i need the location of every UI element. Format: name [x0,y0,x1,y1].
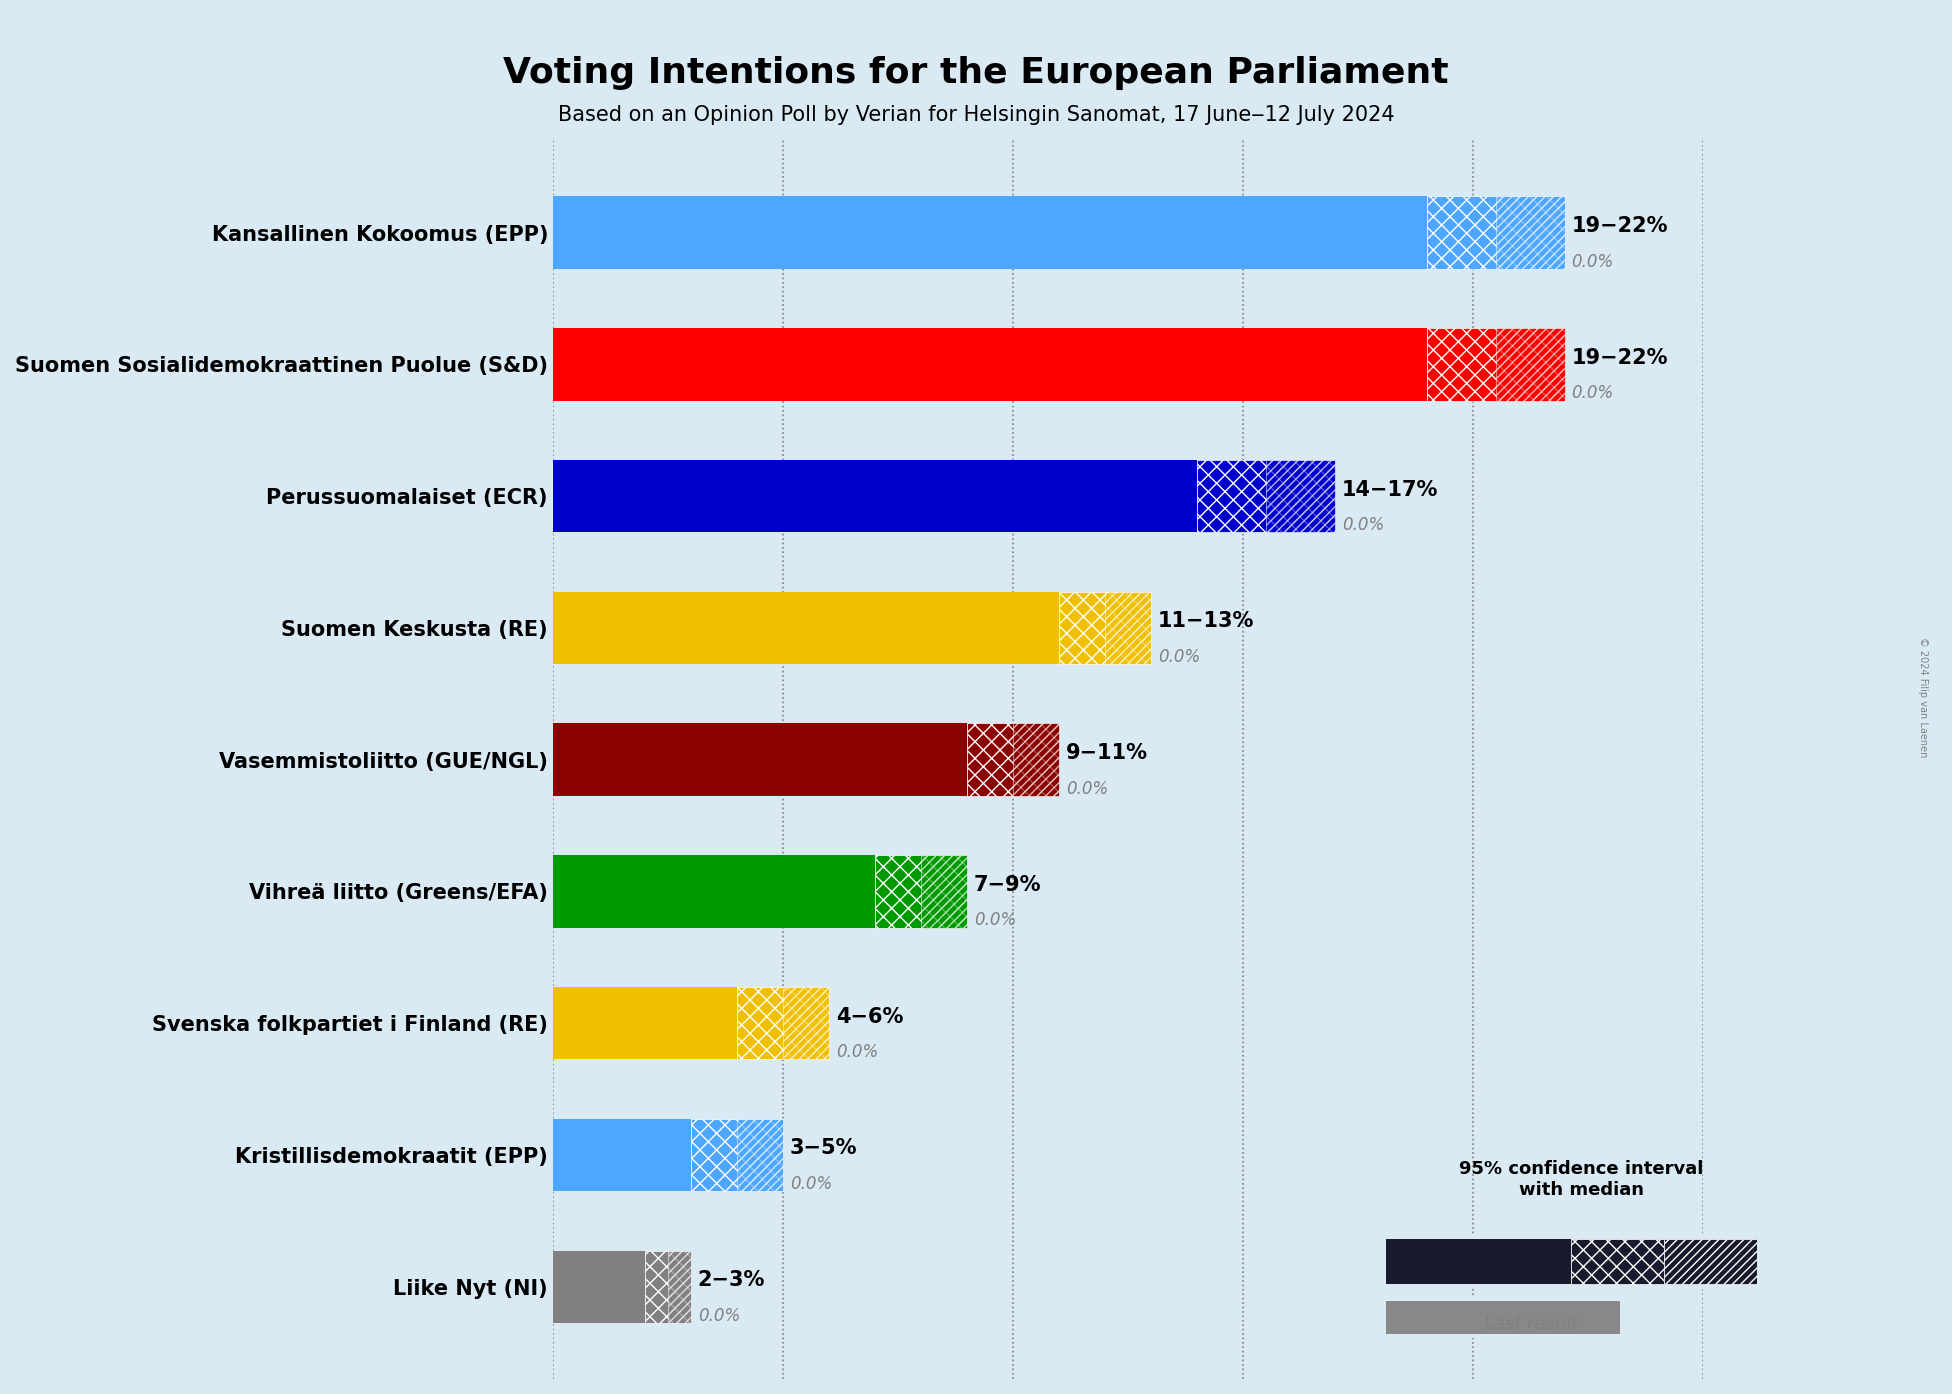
Text: Based on an Opinion Poll by Verian for Helsingin Sanomat, 17 June‒12 July 2024: Based on an Opinion Poll by Verian for H… [558,105,1394,124]
Text: 0.0%: 0.0% [1571,252,1614,270]
Bar [552,591,1058,664]
Text: 0.0%: 0.0% [974,912,1015,930]
Text: 0.0%: 0.0% [697,1306,740,1324]
Text: 7−9%: 7−9% [974,875,1040,895]
Text: 0.0%: 0.0% [835,1043,878,1061]
Bar [1427,328,1566,400]
Bar [552,328,1427,400]
Bar [1105,591,1152,664]
Text: 4−6%: 4−6% [835,1006,904,1026]
Bar [1663,1239,1757,1284]
Bar [552,460,1197,533]
Bar [736,1119,783,1192]
Bar [552,723,966,796]
Bar [1386,1239,1571,1284]
Bar [552,856,874,928]
Bar [1197,460,1335,533]
Text: Last result: Last result [1484,1316,1577,1333]
Bar [552,1250,644,1323]
Text: 14−17%: 14−17% [1341,480,1439,499]
Text: 0.0%: 0.0% [1158,648,1200,666]
Text: 0.0%: 0.0% [1571,385,1614,403]
Text: 0.0%: 0.0% [1066,779,1109,797]
Bar [552,987,736,1059]
Text: 2−3%: 2−3% [697,1270,765,1291]
Bar [552,197,1427,269]
Text: 19−22%: 19−22% [1571,348,1669,368]
Bar [736,987,830,1059]
Bar [691,1119,783,1192]
Text: 95% confidence interval
with median: 95% confidence interval with median [1458,1160,1704,1199]
Bar [783,987,830,1059]
Bar [1495,328,1566,400]
Bar [552,1119,691,1192]
Text: © 2024 Filip van Laenen: © 2024 Filip van Laenen [1917,637,1929,757]
Bar [668,1250,691,1323]
Bar [966,723,1058,796]
Bar [1265,460,1335,533]
Text: 19−22%: 19−22% [1571,216,1669,236]
Bar [1427,197,1566,269]
Bar [1571,1239,1663,1284]
Bar [1058,591,1152,664]
Bar [921,856,966,928]
Text: 3−5%: 3−5% [791,1139,857,1158]
Text: Voting Intentions for the European Parliament: Voting Intentions for the European Parli… [504,56,1448,89]
Text: 0.0%: 0.0% [1341,516,1384,534]
Bar [1495,197,1566,269]
Text: 9−11%: 9−11% [1066,743,1148,763]
Bar [1386,1301,1620,1334]
Text: 0.0%: 0.0% [791,1175,832,1193]
Text: 11−13%: 11−13% [1158,612,1253,631]
Bar [1013,723,1058,796]
Bar [874,856,966,928]
Bar [644,1250,691,1323]
